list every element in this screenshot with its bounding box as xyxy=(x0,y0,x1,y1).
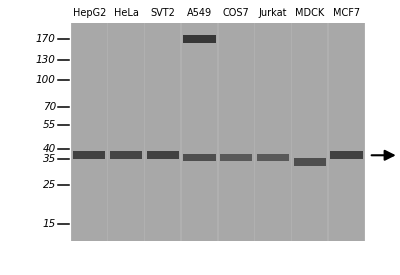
Text: COS7: COS7 xyxy=(223,8,250,18)
Bar xyxy=(108,23,144,241)
Bar xyxy=(220,153,252,161)
Text: MCF7: MCF7 xyxy=(333,8,360,18)
Bar xyxy=(110,152,142,159)
Bar xyxy=(71,23,365,241)
Bar xyxy=(294,158,326,166)
Bar xyxy=(292,23,327,241)
Text: HepG2: HepG2 xyxy=(72,8,106,18)
Bar xyxy=(219,23,254,241)
Text: 55: 55 xyxy=(42,120,56,130)
Bar xyxy=(146,152,179,159)
Text: 15: 15 xyxy=(42,219,56,229)
Text: 100: 100 xyxy=(36,75,56,85)
Text: MDCK: MDCK xyxy=(295,8,324,18)
Bar xyxy=(329,23,364,241)
Bar xyxy=(72,23,107,241)
Bar xyxy=(145,23,180,241)
Bar xyxy=(183,35,216,43)
Text: 70: 70 xyxy=(42,102,56,112)
Bar xyxy=(330,152,363,159)
Bar xyxy=(183,153,216,161)
Text: 130: 130 xyxy=(36,55,56,65)
Text: 25: 25 xyxy=(42,180,56,190)
Text: HeLa: HeLa xyxy=(114,8,138,18)
Bar xyxy=(256,23,290,241)
Text: 170: 170 xyxy=(36,34,56,44)
Text: SVT2: SVT2 xyxy=(150,8,175,18)
Text: 40: 40 xyxy=(42,144,56,154)
Bar xyxy=(73,152,106,159)
Bar xyxy=(257,153,289,161)
Text: A549: A549 xyxy=(187,8,212,18)
Text: Jurkat: Jurkat xyxy=(259,8,287,18)
Text: 35: 35 xyxy=(42,155,56,164)
Bar xyxy=(182,23,217,241)
